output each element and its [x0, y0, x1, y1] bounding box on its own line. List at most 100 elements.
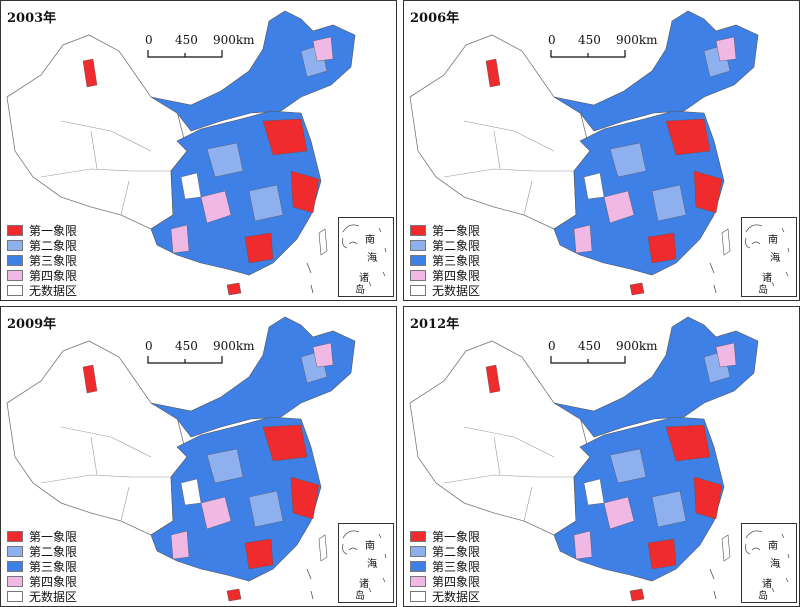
scale-label-0: 0 — [548, 339, 556, 353]
legend-swatch — [410, 576, 426, 587]
inset-char-2: 诸 — [359, 579, 369, 590]
region-patch — [573, 224, 593, 254]
scale-line — [147, 356, 223, 364]
scale-line — [147, 50, 223, 58]
scale-label-2: 900km — [213, 339, 255, 353]
coast-dash — [709, 568, 717, 600]
china-map — [6, 10, 356, 296]
legend-label: 第二象限 — [432, 239, 481, 253]
western-region — [6, 340, 188, 536]
inset-char-1: 海 — [367, 253, 377, 264]
legend-item: 第二象限 — [410, 544, 480, 559]
inset-char-0: 南 — [768, 541, 778, 552]
taiwan — [318, 228, 328, 256]
region-patch — [170, 530, 190, 560]
region-patch — [248, 184, 284, 222]
western-boundaries — [443, 426, 574, 522]
region-patch — [693, 476, 723, 520]
legend-label: 无数据区 — [432, 590, 481, 604]
region-patch — [647, 538, 677, 570]
inset-char-0: 南 — [365, 541, 375, 552]
scale-label-1: 450 — [578, 339, 601, 353]
region-patch — [262, 424, 308, 462]
legend-label: 第二象限 — [29, 545, 78, 559]
south-china-sea-inset: 南 海 诸 岛 — [741, 217, 797, 297]
inset-char-2: 诸 — [762, 579, 772, 590]
scale-label-1: 450 — [578, 33, 601, 47]
china-map — [6, 316, 356, 602]
scale-bar: 0 450 900km — [141, 33, 261, 63]
region-patch — [248, 490, 284, 528]
coast-dash — [306, 568, 314, 600]
legend-label: 第四象限 — [432, 269, 481, 283]
region-patch — [665, 118, 711, 156]
scale-label-1: 450 — [175, 339, 198, 353]
region-patch — [609, 448, 647, 484]
inset-map — [745, 224, 790, 287]
scale-bar: 0 450 900km — [544, 33, 664, 63]
region-patch — [609, 142, 647, 178]
coast-dash — [709, 262, 717, 294]
legend-swatch — [7, 270, 23, 281]
hainan — [226, 588, 242, 602]
china-map — [409, 316, 759, 602]
inset-char-1: 海 — [367, 559, 377, 570]
scale-line — [550, 50, 626, 58]
scale-line — [550, 356, 626, 364]
region-patch — [290, 476, 320, 520]
region-patch — [485, 58, 501, 88]
inset-map — [342, 224, 387, 287]
legend-label: 第四象限 — [432, 575, 481, 589]
legend-item: 第四象限 — [410, 574, 480, 589]
year-label: 2003年 — [7, 11, 57, 26]
region-patch — [312, 342, 334, 368]
north-band — [150, 316, 356, 438]
region-patch — [262, 118, 308, 156]
region-patch — [82, 58, 98, 88]
region-patch — [583, 478, 605, 506]
legend-swatch — [410, 285, 426, 296]
legend-item: 第四象限 — [410, 268, 480, 283]
legend-label: 第三象限 — [432, 560, 481, 574]
legend-label: 第四象限 — [29, 575, 78, 589]
inset-char-3: 岛 — [355, 285, 365, 296]
region-patch — [206, 448, 244, 484]
legend-swatch — [7, 285, 23, 296]
legend-label: 第二象限 — [29, 239, 78, 253]
scale-label-0: 0 — [548, 33, 556, 47]
map-panel-1: 2006年 0 450 900km 第一象限 第二象限 第三象限 第四象限 无数据区 南… — [403, 0, 800, 301]
legend-item: 第一象限 — [410, 223, 480, 238]
legend-label: 无数据区 — [29, 284, 78, 298]
inset-char-2: 诸 — [762, 273, 772, 284]
region-patch — [651, 184, 687, 222]
inset-char-3: 岛 — [758, 285, 768, 296]
legend-swatch — [410, 225, 426, 236]
western-boundaries — [443, 120, 574, 216]
legend-label: 第三象限 — [29, 254, 78, 268]
legend-swatch — [410, 255, 426, 266]
legend-swatch — [7, 531, 23, 542]
taiwan — [318, 534, 328, 562]
legend-item: 无数据区 — [410, 589, 480, 604]
region-patch — [312, 36, 334, 62]
region-patch — [290, 170, 320, 214]
legend-swatch — [410, 546, 426, 557]
legend-item: 第三象限 — [7, 559, 77, 574]
legend-swatch — [7, 255, 23, 266]
western-boundaries — [40, 426, 171, 522]
north-band — [553, 316, 759, 438]
taiwan — [721, 534, 731, 562]
scale-label-1: 450 — [175, 33, 198, 47]
region-patch — [715, 342, 737, 368]
year-label: 2006年 — [410, 11, 460, 26]
inset-char-0: 南 — [365, 235, 375, 246]
legend-swatch — [7, 225, 23, 236]
region-patch — [603, 190, 635, 224]
map-panel-2: 2009年 0 450 900km 第一象限 第二象限 第三象限 第四象限 无数据区 南… — [0, 306, 397, 607]
region-patch — [200, 190, 232, 224]
map-panel-3: 2012年 0 450 900km 第一象限 第二象限 第三象限 第四象限 无数据区 南… — [403, 306, 800, 607]
china-map — [409, 10, 759, 296]
region-patch — [573, 530, 593, 560]
legend-item: 无数据区 — [7, 283, 77, 298]
legend-swatch — [410, 270, 426, 281]
